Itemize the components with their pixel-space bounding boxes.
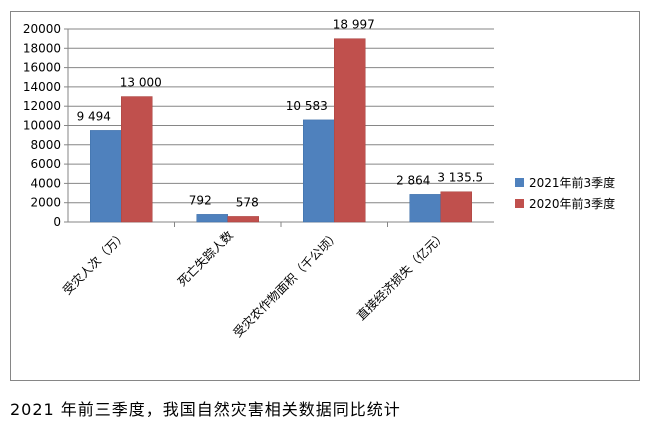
y-tick-label: 20000 — [23, 22, 61, 36]
bar-series2 — [227, 216, 259, 223]
y-tick-label: 8000 — [30, 138, 61, 152]
data-label: 13 000 — [120, 76, 162, 90]
legend-label: 2020年前3季度 — [529, 196, 615, 211]
y-tick-label: 10000 — [23, 119, 61, 133]
bar-series1 — [196, 214, 228, 223]
y-tick-label: 4000 — [30, 176, 61, 190]
y-tick-label: 18000 — [23, 41, 61, 55]
bar-series1 — [90, 130, 122, 223]
data-label: 3 135.5 — [437, 171, 483, 185]
legend-swatch — [515, 199, 524, 208]
y-tick-label: 0 — [53, 215, 61, 229]
y-tick-label: 6000 — [30, 157, 61, 171]
bar-series2 — [121, 96, 153, 223]
data-label: 2 864 — [396, 173, 430, 187]
data-label: 792 — [189, 193, 212, 207]
x-category-label: 受灾农作物面积（千公顷） — [230, 228, 342, 340]
bar-series2 — [440, 191, 472, 223]
data-label: 10 583 — [286, 99, 328, 113]
x-category-label: 死亡失踪人数 — [174, 228, 236, 290]
y-tick-label: 2000 — [30, 196, 61, 210]
x-category-label: 受灾人次（万） — [59, 228, 129, 298]
data-label: 578 — [236, 195, 259, 209]
y-tick-label: 12000 — [23, 99, 61, 113]
legend-swatch — [515, 178, 524, 187]
x-category-label: 直接经济损失（亿元） — [353, 228, 448, 323]
data-label: 18 997 — [333, 18, 375, 32]
y-tick-label: 14000 — [23, 80, 61, 94]
legend-label: 2021年前3季度 — [529, 175, 615, 190]
bar-series2 — [334, 38, 366, 223]
figure-caption: 2021 年前三季度，我国自然灾害相关数据同比统计 — [10, 400, 401, 419]
y-tick-label: 16000 — [23, 61, 61, 75]
data-label: 9 494 — [77, 109, 111, 123]
bar-series1 — [303, 119, 335, 223]
bar-series1 — [409, 194, 441, 223]
